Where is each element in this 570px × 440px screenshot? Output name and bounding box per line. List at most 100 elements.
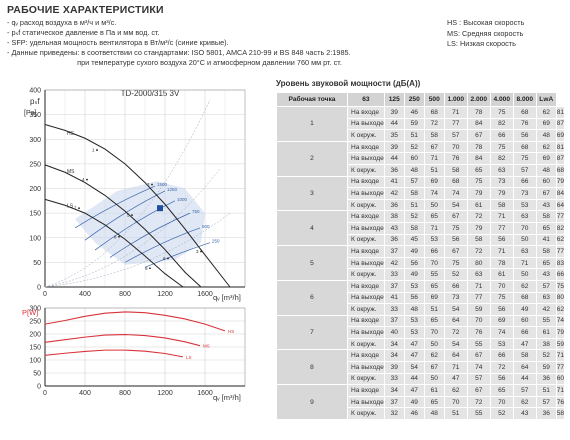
table-cell: 37 — [383, 245, 405, 258]
power-x-tick-label: 0 — [43, 390, 47, 397]
sound-power-table: Рабочая точка 63 125 250 500 1.000 2.000 4.000 8… — [276, 92, 566, 421]
table-cell: 83 — [555, 256, 566, 270]
table-cell: 58 — [403, 221, 425, 235]
table-cell: 58 — [403, 187, 425, 200]
power-y-tick-label: 200 — [29, 332, 41, 339]
power-curve-hs — [44, 311, 226, 332]
table-cell: 51 — [403, 198, 425, 212]
measurement-location: К окруж. — [347, 303, 385, 316]
table-cell: 67 — [466, 129, 491, 142]
y-tick-label: 100 — [29, 235, 41, 242]
table-cell: 64 — [443, 349, 468, 363]
measurement-location: К окруж. — [347, 129, 385, 142]
header-band: LwA — [535, 92, 557, 107]
table-cell: 56 — [512, 129, 537, 142]
table-cell: 52 — [403, 210, 425, 223]
operating-point-marker — [96, 149, 98, 151]
operating-point-cell: 2 — [276, 140, 348, 177]
table-cell: 32 — [383, 407, 405, 421]
table-cell: 84 — [555, 187, 566, 200]
power-curve-label: LS — [186, 355, 192, 360]
table-cell: 66 — [423, 245, 445, 258]
table-cell: 53 — [403, 314, 425, 328]
table-cell: 63 — [512, 245, 537, 258]
table-cell: 52 — [489, 407, 514, 421]
table-cell: 57 — [512, 384, 537, 397]
table-cell: 55 — [466, 407, 491, 421]
table-cell: 58 — [512, 349, 537, 363]
table-row: К окруж. 36 48 51 58 65 63 57 48 68 — [277, 163, 566, 177]
table-cell: 64 — [443, 314, 468, 328]
table-cell: 66 — [512, 175, 537, 189]
table-row: На выходе 40 53 70 72 76 74 66 61 79 — [277, 326, 566, 339]
table-cell: 47 — [403, 337, 425, 351]
table-cell: 63 — [535, 291, 557, 305]
speed-legend: HS : Высокая скорость MS: Средняя скорос… — [447, 18, 524, 50]
table-cell: 36 — [535, 372, 557, 386]
table-cell: 34 — [383, 337, 405, 351]
table-cell: 76 — [466, 326, 491, 339]
operating-point-marker — [78, 207, 80, 210]
table-cell: 68 — [555, 163, 566, 177]
table-cell: 48 — [403, 303, 425, 316]
table-cell: 54 — [443, 198, 468, 212]
table-cell: 70 — [489, 395, 514, 409]
power-curve-label: HS — [228, 329, 234, 334]
table-row: 9 На входе 34 47 61 62 67 65 57 51 71 — [276, 384, 566, 421]
table-cell: 55 — [423, 268, 445, 281]
table-cell: 82 — [489, 152, 514, 165]
table-cell: 69 — [555, 129, 566, 142]
table-cell: 71 — [555, 384, 566, 397]
header-band: 125 — [383, 92, 405, 107]
table-cell: 39 — [383, 106, 405, 119]
table-cell: 37 — [383, 395, 405, 409]
table-cell: 79 — [466, 221, 491, 235]
table-header-row: Рабочая точка 63 125 250 500 1.000 2.000 4.000 8… — [276, 92, 565, 107]
fan-curve-label: MS — [67, 169, 75, 175]
power-y-tick-label: 150 — [29, 345, 41, 352]
sfp-label: 1000 — [177, 197, 188, 202]
measurement-location: На входе — [347, 384, 385, 397]
table-cell: 76 — [512, 117, 537, 131]
table-cell: 47 — [403, 384, 425, 397]
sfp-curve — [144, 242, 211, 268]
table-cell: 62 — [555, 233, 566, 247]
note-sfp: - SFP: удельная мощность вентилятора в В… — [7, 38, 229, 47]
sfp-curve — [74, 185, 156, 229]
measurement-location: На входе — [347, 210, 385, 223]
table-cell: 50 — [423, 337, 445, 351]
table-cell: 75 — [466, 175, 491, 189]
table-cell: 49 — [403, 395, 425, 409]
x-axis-title: qᵥ [m³/h] — [213, 293, 241, 302]
legend-ls: LS: Низкая скорость — [447, 39, 516, 48]
fan-curve-hs — [44, 123, 231, 288]
note-conditions: при температуре сухого воздуха 20°С и ат… — [77, 58, 342, 67]
table-cell: 65 — [535, 221, 557, 235]
table-cell: 51 — [403, 129, 425, 142]
operating-point-marker — [200, 250, 202, 253]
y-tick-label: 0 — [37, 285, 41, 292]
header-band: 250 — [403, 92, 425, 107]
table-cell: 42 — [383, 256, 405, 270]
table-cell: 38 — [535, 337, 557, 351]
table-cell: 56 — [489, 233, 514, 247]
system-curve — [44, 99, 211, 288]
table-cell: 58 — [423, 129, 445, 142]
y-tick-label: 200 — [29, 186, 41, 193]
measurement-location: К окруж. — [347, 198, 385, 212]
table-cell: 81 — [555, 106, 566, 119]
table-cell: 72 — [466, 210, 491, 223]
table-cell: 47 — [512, 337, 537, 351]
duty-point-marker — [157, 205, 163, 212]
header-band: 500 — [423, 92, 445, 107]
table-cell: 33 — [383, 268, 405, 281]
power-x-tick-label: 400 — [79, 390, 91, 397]
table-cell: 57 — [512, 163, 537, 177]
table-cell: 57 — [443, 129, 468, 142]
table-cell: 42 — [535, 303, 557, 316]
table-cell: 71 — [489, 210, 514, 223]
measurement-location: На выходе — [347, 117, 385, 131]
table-cell: 48 — [423, 407, 445, 421]
measurement-location: К окруж. — [347, 372, 385, 386]
operating-point-label: 4 — [82, 177, 85, 182]
